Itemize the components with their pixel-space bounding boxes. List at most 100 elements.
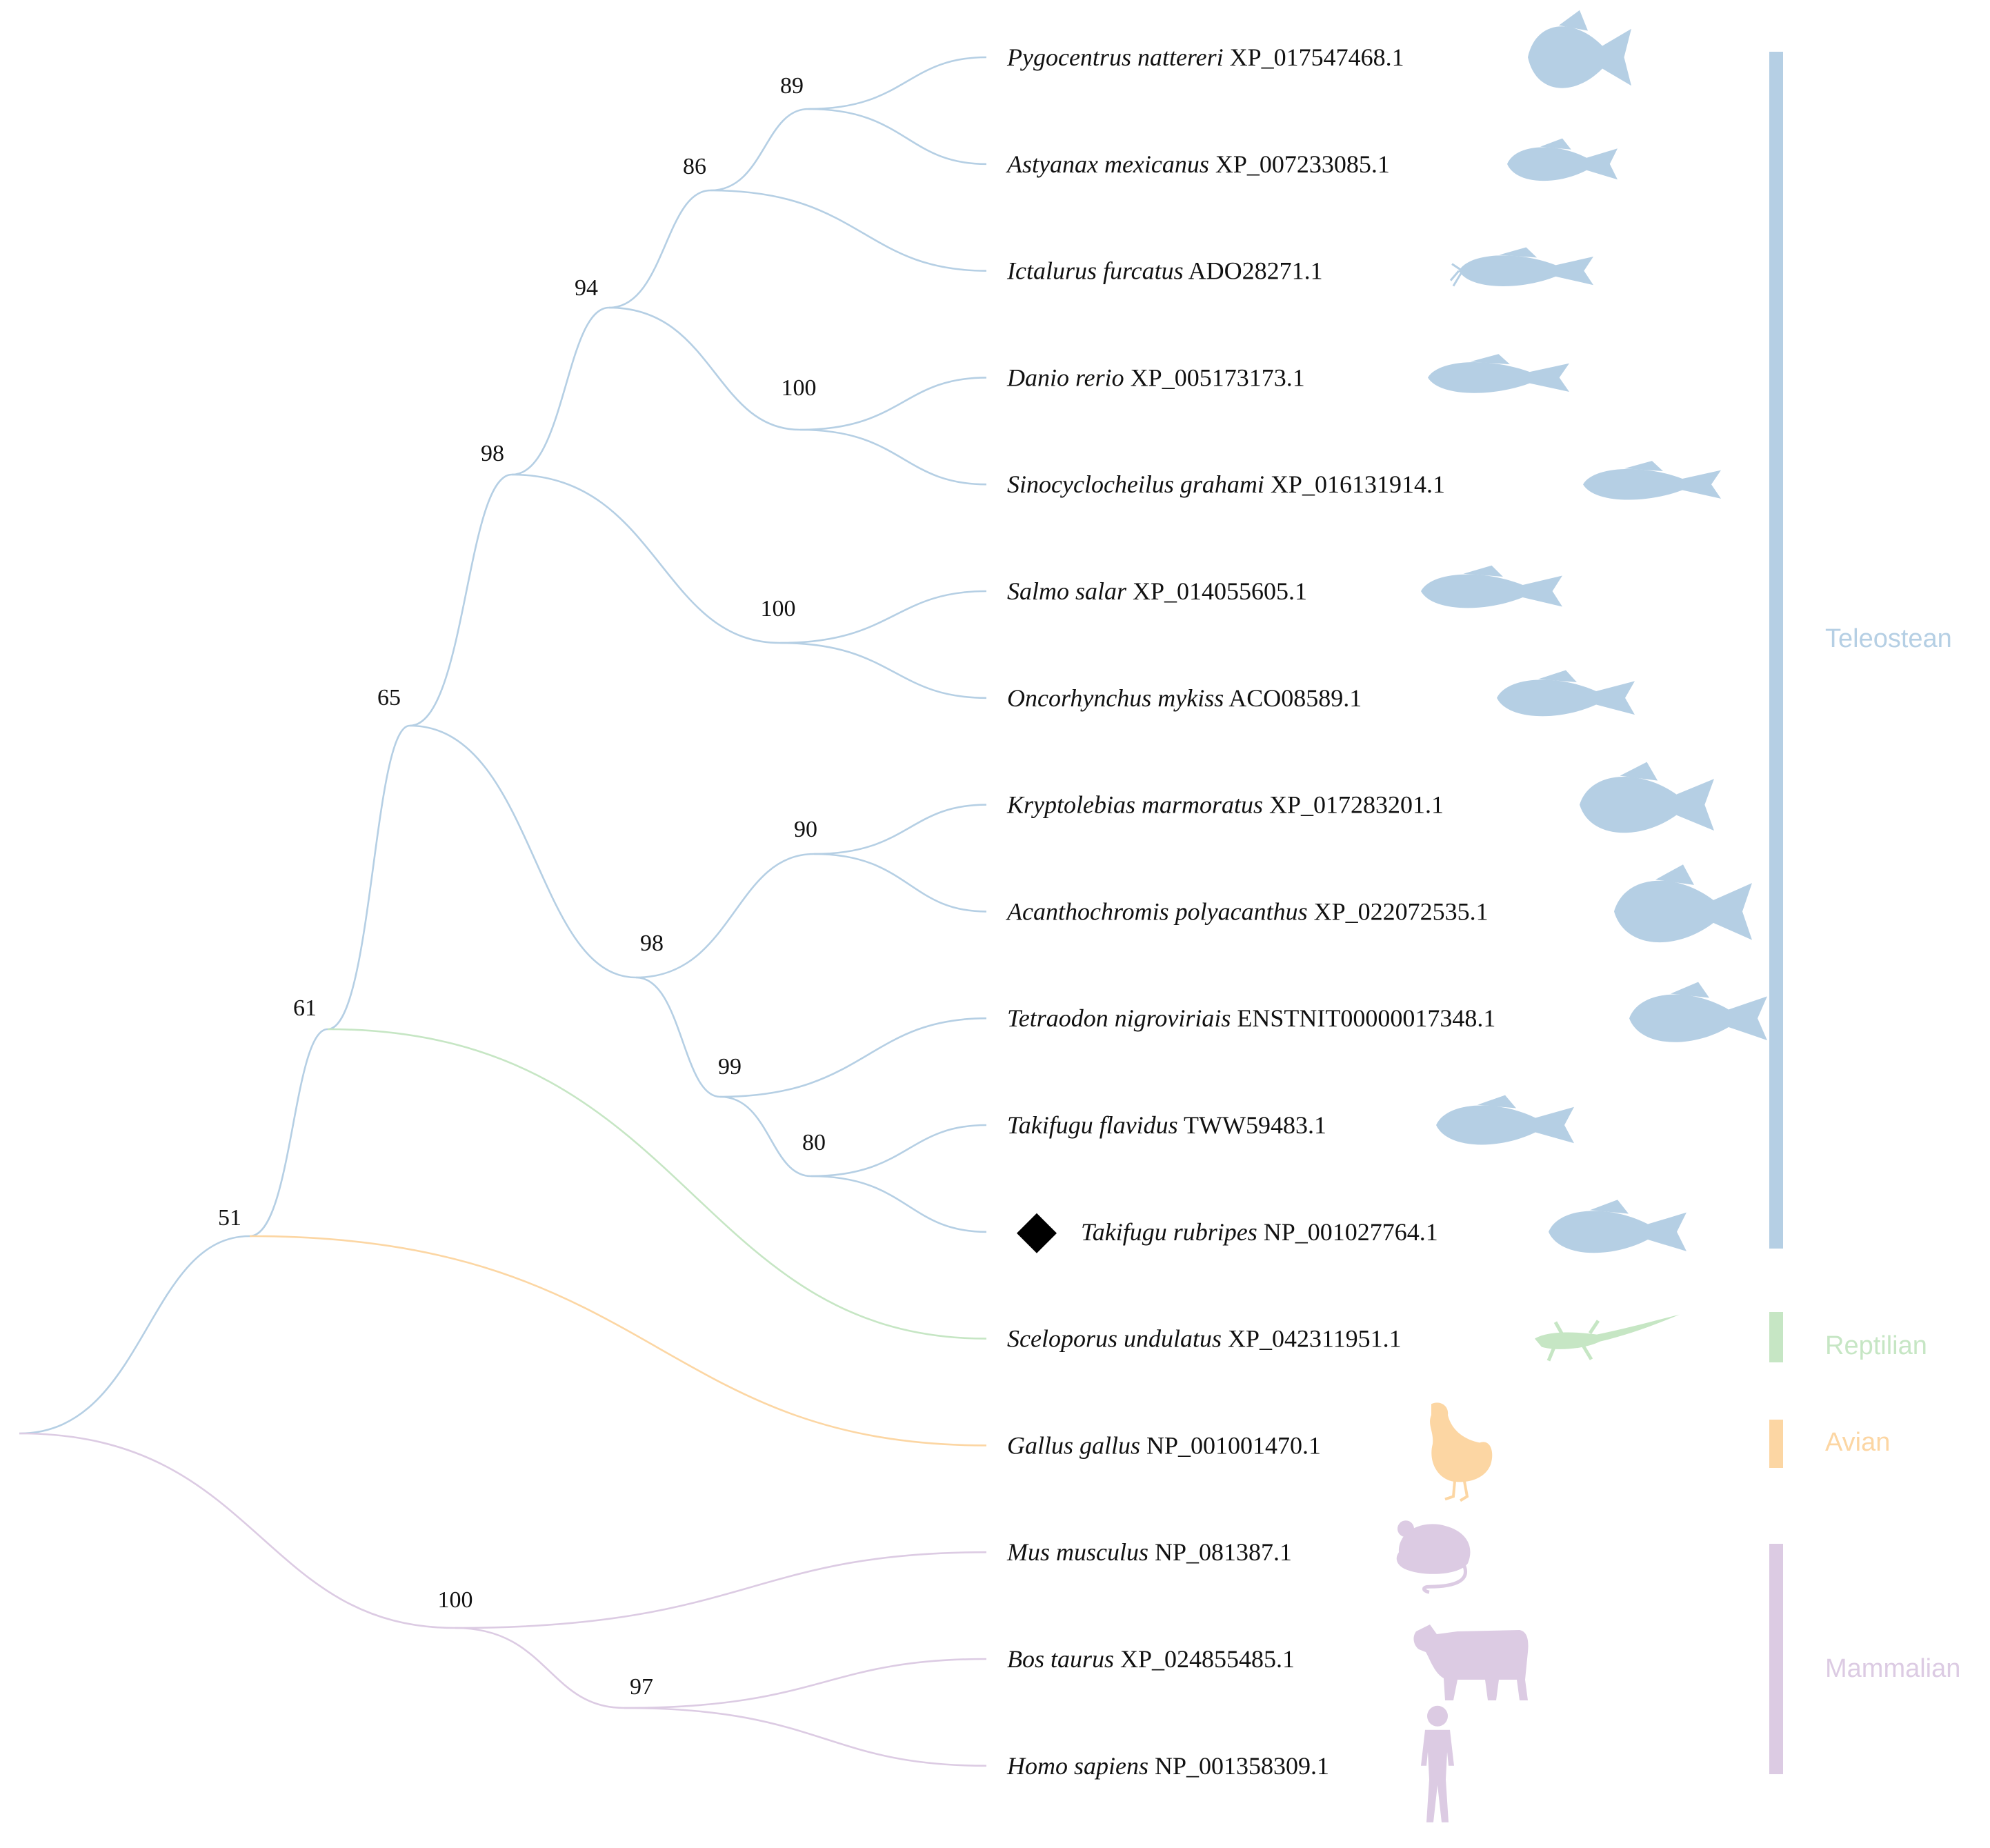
species-name: Bos taurus: [1007, 1645, 1114, 1673]
species-name: Acanthochromis polyacanthus: [1006, 897, 1308, 925]
branch-n99-n80: [719, 1095, 812, 1178]
leaf-label-2: Ictalurus furcatus ADO28271.1: [1006, 257, 1323, 285]
leaf-label-12: Sceloporus undulatus XP_042311951.1: [1007, 1325, 1402, 1353]
branch-n89-L0: [808, 56, 987, 110]
accession-id: XP_042311951.1: [1222, 1325, 1402, 1353]
branch-n61-L12: [327, 1028, 987, 1340]
branch-n98b-n90: [635, 853, 815, 979]
accession-id: XP_016131914.1: [1264, 470, 1445, 498]
bootstrap-n98b: 98: [640, 931, 664, 956]
branch-n97-L16: [624, 1707, 987, 1767]
cavefish-icon: [1583, 461, 1721, 500]
species-name: Ictalurus furcatus: [1006, 257, 1184, 285]
accession-id: ADO28271.1: [1184, 257, 1323, 285]
zebrafish-icon: [1428, 354, 1569, 393]
killifish-icon: [1580, 762, 1714, 833]
mammalian-bar: [1769, 1544, 1783, 1774]
accession-id: XP_017547468.1: [1224, 43, 1404, 71]
species-name: Pygocentrus nattereri: [1006, 43, 1224, 71]
bootstrap-n90: 90: [794, 817, 817, 842]
tetra-fish-icon: [1507, 138, 1618, 181]
bootstrap-n94: 94: [575, 275, 598, 301]
branch-root-n100c: [19, 1432, 456, 1629]
bootstrap-n100c: 100: [438, 1587, 473, 1613]
species-name: Takifugu flavidus: [1007, 1111, 1178, 1139]
leaf-label-7: Kryptolebias marmoratus XP_017283201.1: [1006, 791, 1444, 819]
branch-n100a-L3: [799, 377, 987, 431]
branch-n90-L7: [813, 804, 987, 855]
fugu-icon: [1436, 1095, 1574, 1145]
species-name: Salmo salar: [1007, 577, 1127, 605]
branch-n80-L10: [810, 1124, 987, 1178]
branch-n100c-n97: [455, 1627, 625, 1709]
species-silhouettes: [1396, 10, 1767, 1822]
leaf-label-11: Takifugu rubripes NP_001027764.1: [1081, 1218, 1438, 1246]
damselfish-icon: [1614, 864, 1752, 943]
leaf-label-5: Salmo salar XP_014055605.1: [1007, 577, 1307, 605]
species-name: Tetraodon nigroviriais: [1007, 1004, 1231, 1032]
branch-n94-n86: [608, 189, 711, 309]
accession-id: XP_022072535.1: [1308, 897, 1489, 925]
trout-icon: [1497, 670, 1635, 717]
accession-id: XP_017283201.1: [1263, 791, 1444, 819]
accession-id: ENSTNIT00000017348.1: [1231, 1004, 1495, 1032]
human-icon: [1421, 1705, 1454, 1822]
leaf-label-9: Tetraodon nigroviriais ENSTNIT0000001734…: [1007, 1004, 1495, 1032]
accession-id: ACO08589.1: [1224, 684, 1362, 712]
accession-id: NP_081387.1: [1148, 1538, 1292, 1566]
bootstrap-n100b: 100: [761, 596, 796, 622]
accession-id: NP_001358309.1: [1148, 1752, 1329, 1780]
piranha-icon: [1528, 10, 1631, 88]
leaf-label-4: Sinocyclocheilus grahami XP_016131914.1: [1007, 470, 1445, 498]
branch-n94-n100a: [608, 306, 801, 431]
teleostean-label: Teleostean: [1825, 624, 1952, 653]
accession-id: XP_005173173.1: [1124, 364, 1305, 391]
branch-n51-L13: [249, 1235, 987, 1447]
species-name: Astyanax mexicanus: [1006, 150, 1209, 178]
bootstrap-n61: 61: [293, 995, 317, 1021]
branch-n97-L15: [624, 1658, 987, 1709]
bootstrap-n98a: 98: [481, 441, 504, 466]
branch-n65-n98b: [409, 724, 637, 979]
branch-n100b-L6: [779, 642, 987, 699]
group-bars: Teleostean Reptilian Avian Mammalian: [1769, 52, 1960, 1774]
catfish-icon: [1449, 247, 1593, 287]
avian-bar: [1769, 1420, 1783, 1468]
species-name: Sceloporus undulatus: [1007, 1325, 1222, 1353]
accession-id: NP_001001470.1: [1140, 1431, 1321, 1459]
bootstrap-n80: 80: [802, 1130, 826, 1155]
bootstrap-n51: 51: [218, 1205, 241, 1231]
fugu-icon: [1549, 1200, 1686, 1253]
branch-n98a-n94: [511, 306, 610, 476]
bootstrap-n100a: 100: [782, 375, 817, 401]
branch-n90-L8: [813, 853, 987, 913]
accession-id: NP_001027764.1: [1257, 1218, 1438, 1246]
branch-root-n51: [19, 1235, 250, 1435]
species-name: Homo sapiens: [1006, 1752, 1148, 1780]
leaf-label-10: Takifugu flavidus TWW59483.1: [1007, 1111, 1326, 1139]
query-marker-diamond: [1017, 1213, 1057, 1253]
reptilian-bar: [1769, 1312, 1783, 1362]
leaf-label-16: Homo sapiens NP_001358309.1: [1006, 1752, 1329, 1780]
species-name: Takifugu rubripes: [1081, 1218, 1257, 1246]
branch-n65-n98a: [409, 473, 513, 727]
branch-n100b-L5: [779, 590, 987, 644]
leaf-label-1: Astyanax mexicanus XP_007233085.1: [1006, 150, 1390, 178]
species-name: Oncorhynchus mykiss: [1007, 684, 1224, 712]
leaf-label-0: Pygocentrus nattereri XP_017547468.1: [1006, 43, 1404, 71]
bootstrap-n89: 89: [780, 73, 804, 99]
accession-id: TWW59483.1: [1178, 1111, 1326, 1139]
species-name: Danio rerio: [1006, 364, 1124, 391]
branch-n86-L2: [710, 189, 987, 272]
branch-n80-L11: [810, 1175, 987, 1233]
species-name: Mus musculus: [1006, 1538, 1148, 1566]
salmon-icon: [1421, 565, 1562, 608]
bootstrap-n65: 65: [377, 685, 401, 711]
accession-id: XP_014055605.1: [1126, 577, 1307, 605]
branch-n51-n61: [249, 1028, 328, 1238]
chicken-icon: [1430, 1402, 1493, 1502]
leaf-label-13: Gallus gallus NP_001001470.1: [1007, 1431, 1321, 1459]
species-name: Gallus gallus: [1007, 1431, 1140, 1459]
accession-id: XP_007233085.1: [1209, 150, 1390, 178]
